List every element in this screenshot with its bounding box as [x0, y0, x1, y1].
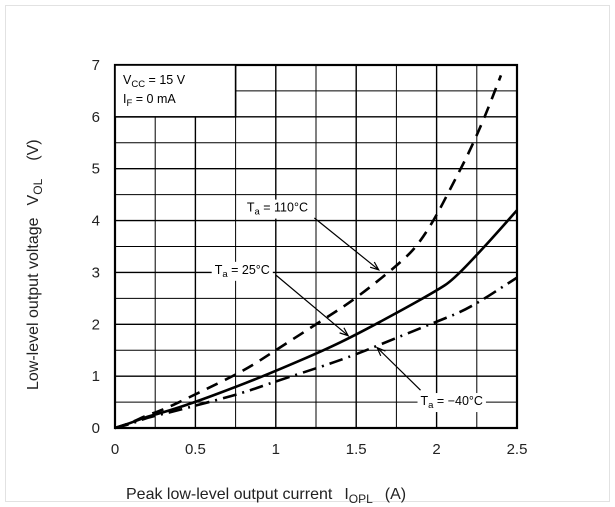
- plot-border: [113, 63, 519, 430]
- series-line-2: [114, 276, 518, 430]
- grid: [115, 65, 517, 428]
- annotation-ta-minus40: Ta = −40°C: [375, 346, 486, 413]
- y-tick-label: 0: [92, 420, 100, 437]
- series-line-0: [114, 74, 503, 430]
- x-tick-labels: 0 0.5 1 1.5 2 2.5: [111, 441, 528, 458]
- annotation-ta-minus40-label: Ta = −40°C: [421, 394, 483, 411]
- conditions-box: VCC = 15 V IF = 0 mA: [114, 64, 237, 118]
- x-tick-label: 1: [272, 441, 280, 458]
- annotation-ta-110-arrow: [314, 217, 380, 271]
- x-axis-label: Peak low-level output current IOPL (A): [126, 486, 406, 506]
- y-tick-label: 4: [92, 213, 100, 230]
- y-tick-label: 6: [92, 109, 100, 126]
- x-tick-label: 0.5: [185, 441, 206, 458]
- conditions-box-frame: [114, 64, 237, 118]
- annotations: Ta = 110°C Ta = 25°C Ta = −40°C: [211, 199, 486, 413]
- y-tick-label: 3: [92, 264, 100, 281]
- x-tick-label: 2.5: [507, 441, 528, 458]
- x-tick-label: 0: [111, 441, 119, 458]
- annotation-ta-25-label: Ta = 25°C: [215, 263, 270, 280]
- annotation-ta-25-arrow: [275, 274, 350, 337]
- y-tick-label: 7: [92, 57, 100, 74]
- annotation-ta-110-background: [243, 199, 311, 219]
- x-tick-label: 1.5: [346, 441, 367, 458]
- x-tick-label: 2: [432, 441, 440, 458]
- y-tick-labels: 0 1 2 3 4 5 6 7: [92, 57, 100, 437]
- y-tick-label: 1: [92, 368, 100, 385]
- condition-vcc: VCC = 15 V: [123, 73, 186, 90]
- series-line-1: [114, 209, 518, 430]
- annotation-ta-minus40-arrow: [375, 346, 421, 391]
- y-axis-label: Low-level output voltageVOL(V): [25, 139, 45, 390]
- annotation-ta-25-background: [211, 261, 273, 281]
- annotation-ta-110: Ta = 110°C: [243, 199, 380, 271]
- y-tick-label: 2: [92, 316, 100, 333]
- curves: [114, 74, 518, 430]
- annotation-ta-25: Ta = 25°C: [211, 261, 350, 337]
- annotation-ta-minus40-background: [417, 393, 486, 413]
- condition-if: IF = 0 mA: [123, 92, 176, 109]
- chart-frame: [5, 5, 610, 502]
- annotation-ta-110-label: Ta = 110°C: [247, 201, 308, 218]
- y-tick-label: 5: [92, 161, 100, 178]
